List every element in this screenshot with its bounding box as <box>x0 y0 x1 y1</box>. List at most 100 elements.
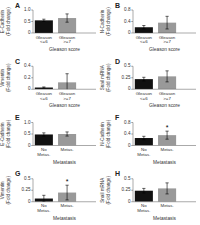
error-cap <box>165 81 168 82</box>
x-axis-label: Metastasis <box>53 160 77 165</box>
y-tick-label: 0 <box>28 199 31 204</box>
panel-label: A <box>15 2 20 9</box>
text-line: <=6 <box>140 39 148 44</box>
x-axis-line <box>133 201 196 202</box>
panel: FN-Cadherin(Fold change)00.40.8NoMetas.M… <box>101 114 196 165</box>
text-line: Metas. <box>137 152 150 157</box>
y-tick-label: 0.5 <box>24 176 31 181</box>
error-cap <box>165 16 168 17</box>
error-cap <box>42 88 45 89</box>
x-axis-line <box>33 89 96 90</box>
panel-label: D <box>115 58 120 65</box>
x-axis-label: Gleason score <box>149 103 180 108</box>
y-tick <box>31 122 33 123</box>
x-axis-label: Gleason score <box>149 47 180 52</box>
y-tick-label: 0 <box>28 143 31 148</box>
x-axis-line <box>133 145 196 146</box>
x-tick-label: Gleason>=7 <box>59 35 76 45</box>
y-tick <box>131 190 133 191</box>
panel: CVimentin(Fold change)00.20.4Gleason<=6G… <box>1 58 96 109</box>
error-line <box>67 132 68 136</box>
y-tick-label: 0.8 <box>124 7 131 12</box>
y-tick <box>131 77 133 78</box>
text-line: Metas. <box>60 203 73 208</box>
error-line <box>167 131 168 139</box>
error-line <box>67 185 68 200</box>
panel-label: B <box>115 2 120 9</box>
error-line <box>143 188 144 193</box>
y-axis-line <box>133 179 134 202</box>
text-line: >=7 <box>163 96 171 101</box>
error-line <box>43 133 44 136</box>
text-line: (Fold change) <box>6 7 11 36</box>
x-tick-label: NoMetas. <box>137 203 150 213</box>
error-bar <box>165 16 168 29</box>
y-tick-label: 0.8 <box>124 120 131 125</box>
error-cap <box>142 80 145 81</box>
y-tick <box>131 178 133 179</box>
y-tick <box>131 33 133 34</box>
x-tick-label: Gleason>=7 <box>159 35 176 45</box>
text-line: Metas. <box>137 208 150 213</box>
y-tick <box>31 134 33 135</box>
y-tick <box>131 122 133 123</box>
y-tick-label: 0 <box>128 86 131 91</box>
panel: HSnail mRNA(Fold change)00.250.5NoMetas.… <box>101 170 196 221</box>
x-axis-label: Metastasis <box>153 160 177 165</box>
text-line: Metas. <box>37 208 50 213</box>
bar <box>35 134 53 145</box>
panel-label: E <box>15 114 20 121</box>
plot-area <box>135 183 176 202</box>
significance-marker: * <box>66 178 69 185</box>
y-tick <box>131 21 133 22</box>
error-bar <box>42 19 45 21</box>
y-tick-label: 0 <box>128 30 131 35</box>
x-axis-label: Gleason score <box>49 103 80 108</box>
error-cap <box>42 21 45 22</box>
error-cap <box>142 136 145 137</box>
panel: EE-Cadherin(Fold change)00.51.0NoMetas.M… <box>1 114 96 165</box>
error-bar <box>42 133 45 136</box>
y-tick-label: 0.5 <box>124 63 131 68</box>
x-axis-label: Gleason score <box>49 47 80 52</box>
y-tick <box>31 66 33 67</box>
y-axis-label: Snail mRNA(Fold change) <box>101 176 111 205</box>
y-tick <box>131 145 133 146</box>
error-bar <box>65 132 68 136</box>
y-tick <box>31 201 33 202</box>
bar <box>35 88 53 90</box>
y-tick <box>131 89 133 90</box>
y-axis-label: Snail mRNA(Fold change) <box>101 63 111 92</box>
panel-label: C <box>15 58 20 65</box>
y-axis-line <box>33 10 34 33</box>
y-axis-line <box>33 66 34 89</box>
error-cap <box>65 22 68 23</box>
x-tick-label: Gleason<=6 <box>136 91 153 101</box>
y-tick-label: 0.4 <box>124 19 131 24</box>
error-line <box>67 74 68 90</box>
plot-area <box>35 14 76 33</box>
error-cap <box>142 193 145 194</box>
y-axis-label: N-Cadherin(Fold change) <box>101 7 111 36</box>
panel: AE-Cadherin(Fold change)00.51.0Gleason<=… <box>1 2 96 53</box>
x-axis-label: Metastasis <box>53 216 77 221</box>
error-line <box>167 71 168 82</box>
x-axis-line <box>33 33 96 34</box>
x-axis-line <box>133 33 196 34</box>
error-line <box>143 136 144 139</box>
error-bar <box>65 74 68 90</box>
error-cap <box>42 132 45 133</box>
y-tick-label: 0.5 <box>24 19 31 24</box>
x-tick-label: Metas. <box>160 203 173 208</box>
text-line: (Fold change) <box>106 7 111 36</box>
x-tick-label: NoMetas. <box>37 203 50 213</box>
error-cap <box>65 13 68 14</box>
x-tick-label: Gleason>=7 <box>159 91 176 101</box>
error-line <box>67 14 68 22</box>
x-tick-label: NoMetas. <box>37 147 50 157</box>
y-tick-label: 0.2 <box>24 75 31 80</box>
plot-area <box>135 131 176 145</box>
error-bar <box>142 77 145 81</box>
y-tick <box>31 33 33 34</box>
x-axis-line <box>33 201 96 202</box>
